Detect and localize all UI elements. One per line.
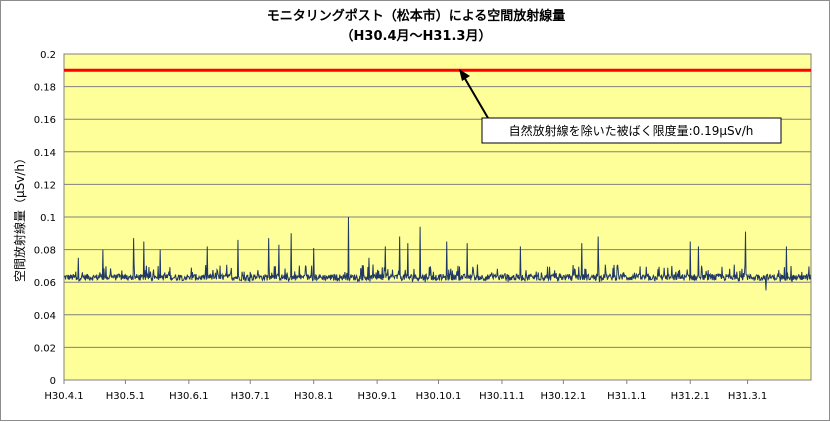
x-tick-label: H30.11.1 bbox=[479, 391, 525, 402]
chart-title: モニタリングポスト（松本市）による空間放射線量 bbox=[267, 8, 566, 24]
y-axis-label: 空間放射線量（μSv/h） bbox=[12, 152, 27, 282]
annotation-box bbox=[481, 117, 782, 144]
y-tick-label: 0.18 bbox=[34, 83, 56, 94]
x-axis-ticks: H30.4.1 H30.5.1 H30.6.1 H30.7.1 H30.8.1 H30.9… bbox=[44, 380, 767, 402]
annotation-text: 自然放射線を除いた被ばく限度量:0.19μSv/h bbox=[509, 123, 754, 138]
x-tick-label: H30.5.1 bbox=[106, 391, 145, 402]
y-tick-label: 0.1 bbox=[40, 213, 56, 224]
y-tick-label: 0.08 bbox=[34, 246, 56, 257]
y-tick-label: 0.02 bbox=[34, 343, 56, 354]
y-tick-label: 0.16 bbox=[34, 115, 56, 126]
x-tick-label: H31.2.1 bbox=[671, 391, 710, 402]
x-tick-label: H30.12.1 bbox=[541, 391, 587, 402]
annotation-arrowhead bbox=[459, 69, 470, 81]
x-tick-label: H30.6.1 bbox=[169, 391, 208, 402]
y-tick-label: 0 bbox=[50, 376, 56, 387]
series bbox=[63, 216, 811, 291]
y-tick-label: 0.2 bbox=[40, 50, 56, 61]
x-tick-label: H30.7.1 bbox=[231, 391, 270, 402]
y-tick-label: 0.06 bbox=[34, 278, 56, 289]
x-tick-label: H31.1.1 bbox=[607, 391, 646, 402]
series-line bbox=[63, 216, 811, 291]
gridlines bbox=[64, 53, 811, 348]
y-tick-label: 0.12 bbox=[34, 180, 56, 191]
x-tick-label: H30.4.1 bbox=[44, 391, 83, 402]
chart-subtitle: （H30.4月～H31.3月） bbox=[341, 28, 492, 44]
x-tick-label: H30.10.1 bbox=[416, 391, 462, 402]
y-tick-label: 0.14 bbox=[34, 148, 56, 159]
annotation: 自然放射線を除いた被ばく限度量:0.19μSv/h bbox=[459, 69, 782, 144]
x-tick-label: H30.8.1 bbox=[294, 391, 333, 402]
y-axis-ticks: 0 0.02 0.04 0.06 0.08 0.1 0.12 0.14 0.16 0.18 0.2 bbox=[34, 50, 56, 387]
x-tick-label: H30.9.1 bbox=[357, 391, 396, 402]
annotation-arrow bbox=[463, 76, 489, 119]
y-tick-label: 0.04 bbox=[34, 311, 56, 322]
x-tick-label: H31.3.1 bbox=[728, 391, 767, 402]
